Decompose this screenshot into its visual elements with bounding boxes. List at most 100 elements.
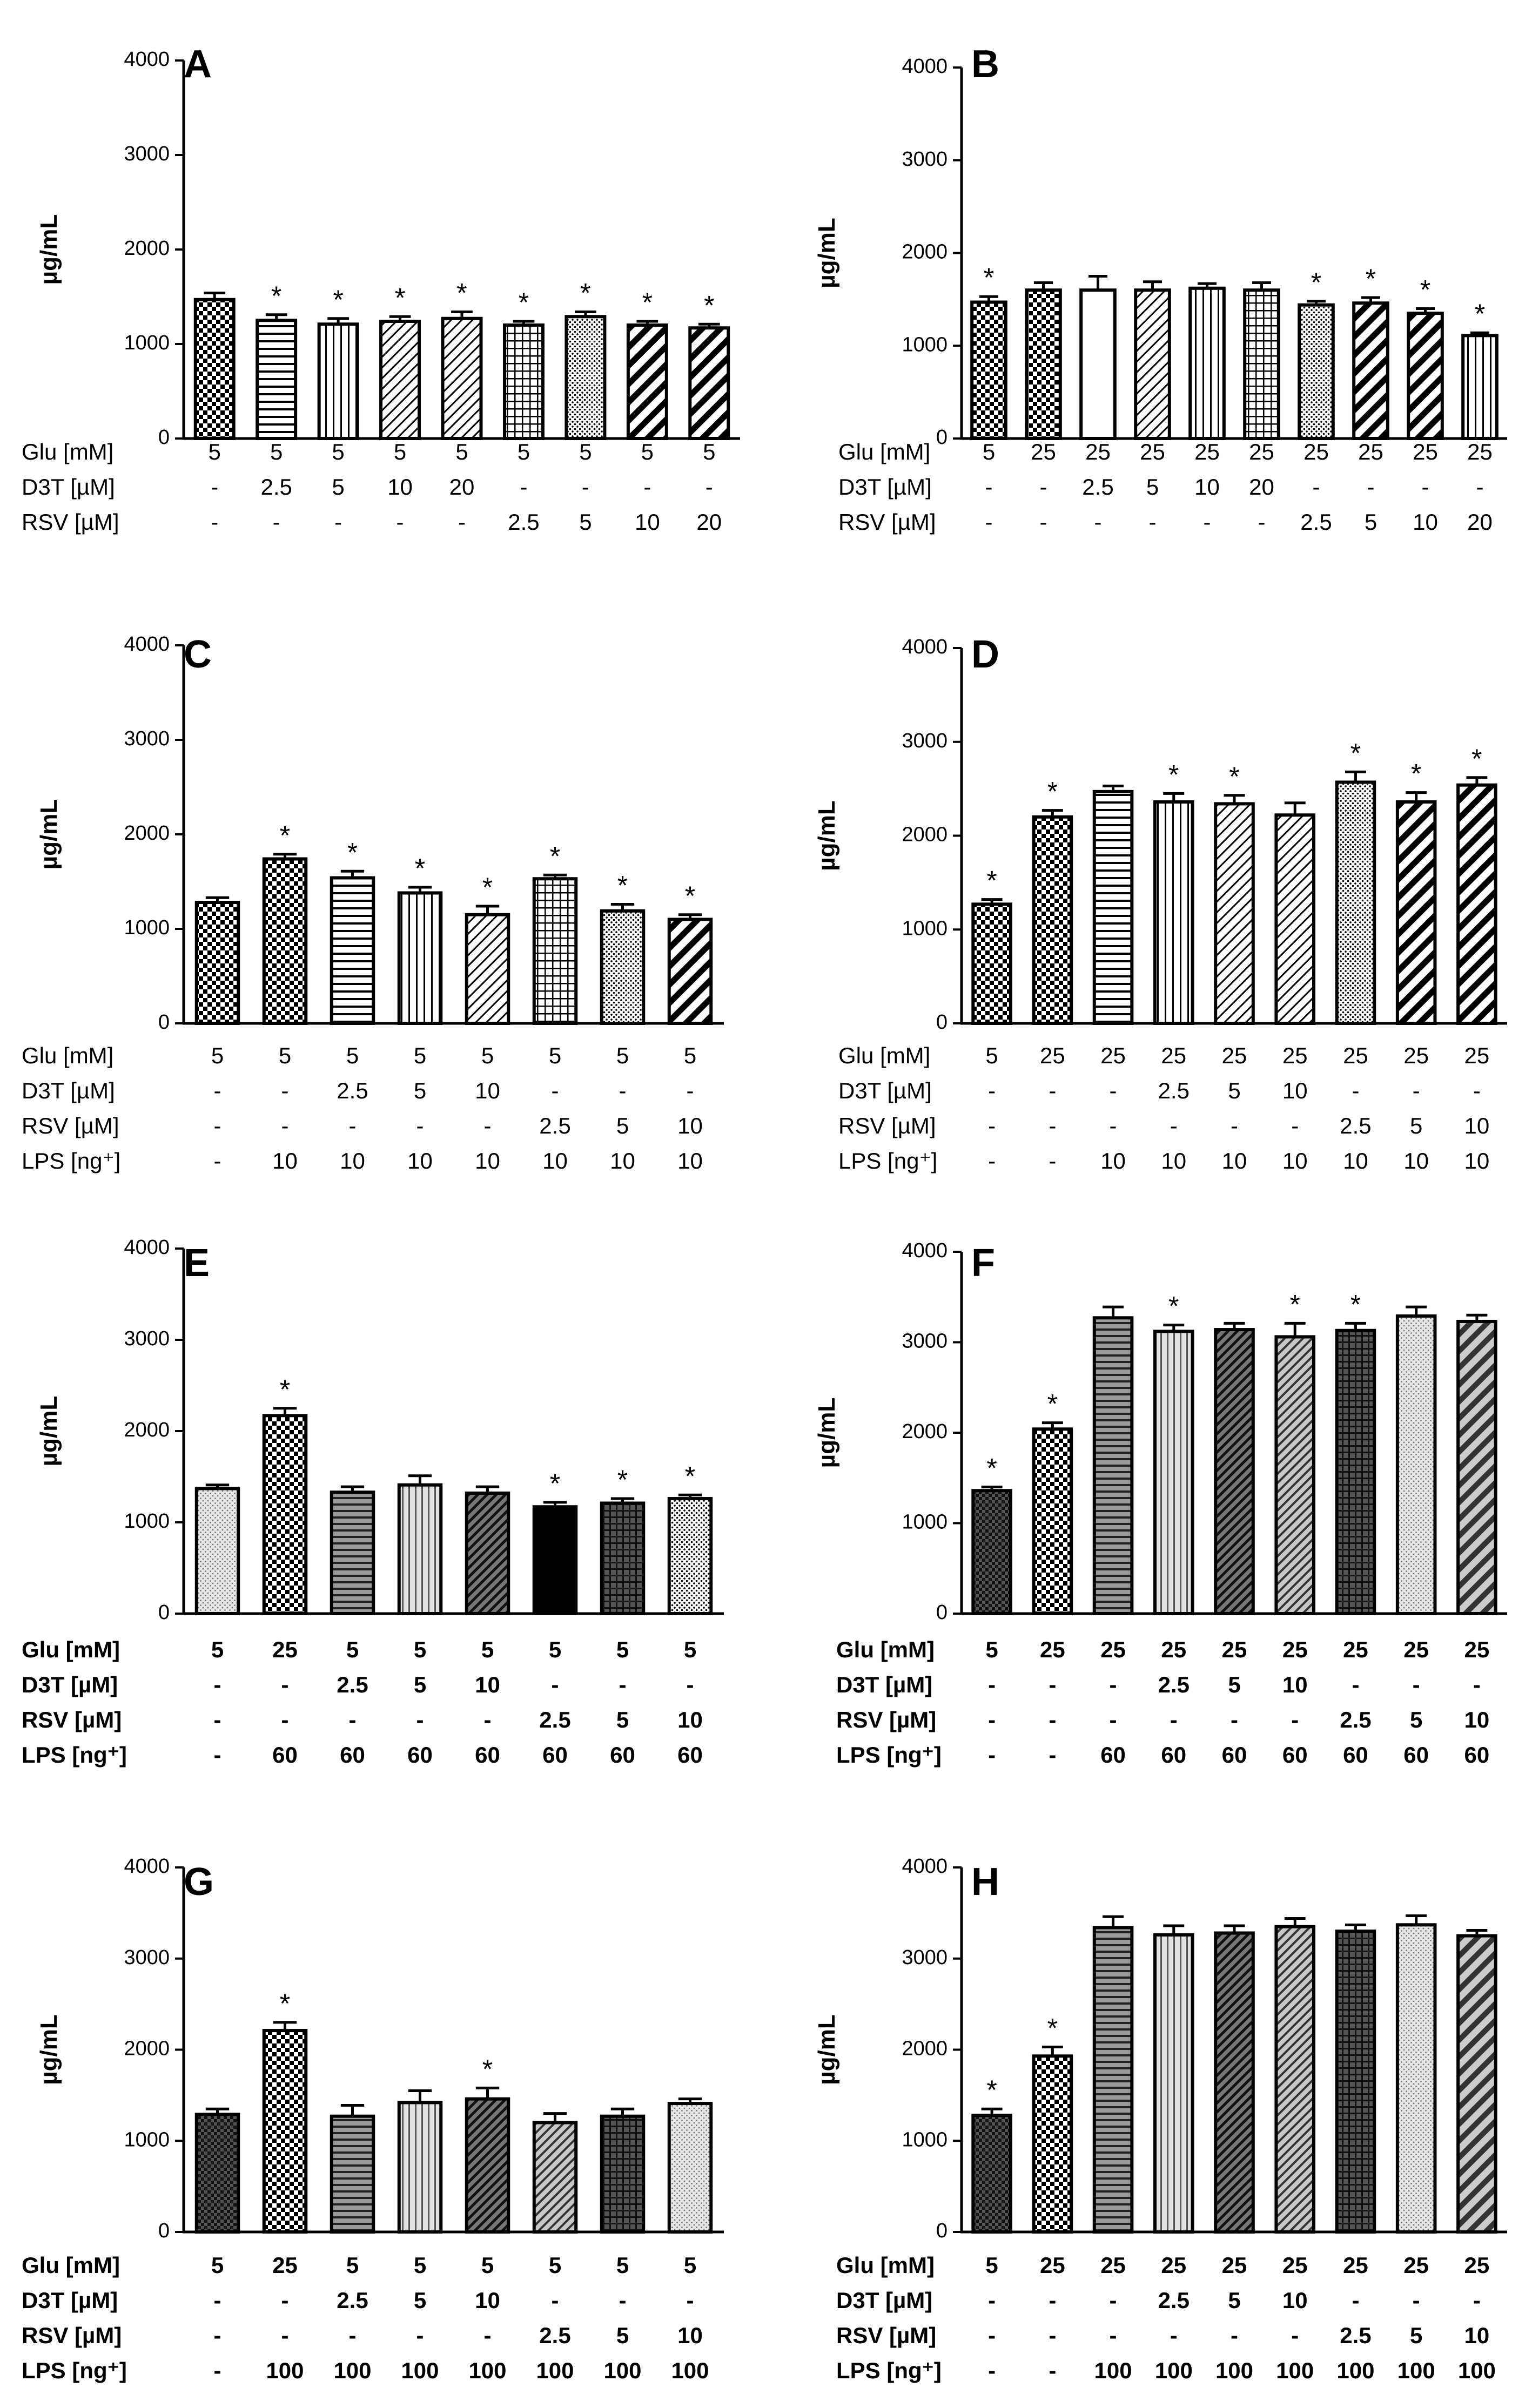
y-axis-label: µg/mL <box>814 2014 840 2085</box>
significance-marker: * <box>550 841 560 871</box>
table-cell: 5 <box>455 439 468 464</box>
table-row-label: Glu [mM] <box>22 1043 113 1068</box>
chart-panel-g: G 0 1000 2000 3000 4000 µg/mL 5 - - - * 25 - - 100 5 2.5 -… <box>22 1855 724 2383</box>
table-cell: 2.5 <box>539 2323 570 2348</box>
y-tick-label: 0 <box>936 2220 948 2242</box>
table-cell: 100 <box>468 2358 506 2383</box>
chart-panel-b: B 0 1000 2000 3000 4000 µg/mL * 5 - - 25 - - 25 2.5 - 25 5… <box>814 43 1507 535</box>
table-cell: - <box>397 509 404 535</box>
table-cell: 5 <box>549 2252 561 2278</box>
table-cell: 5 <box>332 439 344 464</box>
table-cell: - <box>1352 1672 1359 1697</box>
table-row-label: LPS [ng⁺] <box>838 1148 937 1173</box>
bar <box>1153 1933 1194 2234</box>
table-cell: - <box>1040 474 1047 500</box>
table-cell: 5 <box>616 1637 629 1662</box>
table-row-label: D3T [µM] <box>22 1672 118 1697</box>
bar <box>667 1497 713 1616</box>
table-cell: - <box>1049 1113 1056 1138</box>
chart-panel-e: E 0 1000 2000 3000 4000 µg/mL 5 - - - * 25 - - 60 5 2.5 - 6… <box>22 1236 724 1768</box>
table-cell: - <box>1049 2288 1056 2313</box>
y-tick-label: 3000 <box>902 1330 948 1353</box>
table-cell: 60 <box>677 1742 703 1768</box>
table-cell: 60 <box>1100 1742 1126 1768</box>
table-cell: 60 <box>1343 1742 1368 1768</box>
significance-marker: * <box>1168 759 1179 790</box>
y-tick-label: 0 <box>158 1011 170 1034</box>
table-cell: - <box>1040 509 1047 535</box>
table-cell: - <box>214 2288 221 2313</box>
table-cell: - <box>582 474 589 500</box>
table-cell: - <box>1367 474 1375 500</box>
table-cell: 60 <box>475 1742 500 1768</box>
table-cell: 2.5 <box>1340 2323 1371 2348</box>
y-axis-label: µg/mL <box>36 1396 62 1466</box>
table-cell: 10 <box>1161 1148 1186 1173</box>
bar <box>330 2114 375 2234</box>
table-cell: - <box>985 509 993 535</box>
table-cell: 10 <box>1282 2288 1308 2313</box>
table-cell: - <box>1110 1672 1117 1697</box>
table-cell: 25 <box>1249 439 1274 464</box>
table-cell: 5 <box>1410 1113 1422 1138</box>
significance-marker: * <box>280 820 290 851</box>
table-cell: 10 <box>1343 1148 1368 1173</box>
table-row-label: Glu [mM] <box>838 1043 930 1068</box>
table-row-label: LPS [ng⁺] <box>22 1742 127 1768</box>
significance-marker: * <box>984 262 994 293</box>
table-cell: - <box>988 1742 996 1768</box>
y-tick-label: 1000 <box>124 1510 170 1533</box>
table-cell: - <box>687 2288 694 2313</box>
significance-marker: * <box>1350 738 1361 768</box>
table-cell: 25 <box>1467 439 1493 464</box>
table-cell: 100 <box>603 2358 641 2383</box>
table-cell: 5 <box>518 439 530 464</box>
table-cell: 2.5 <box>508 509 539 535</box>
table-cell: - <box>349 1113 357 1138</box>
bar <box>1298 303 1335 440</box>
table-cell: 5 <box>985 1043 998 1068</box>
significance-marker: * <box>333 285 343 315</box>
bar <box>1214 1328 1255 1616</box>
table-cell: 25 <box>1464 1043 1490 1068</box>
table-cell: 60 <box>1464 1742 1490 1768</box>
table-cell: 5 <box>549 1637 561 1662</box>
significance-marker: * <box>617 871 628 901</box>
y-tick-label: 0 <box>936 1011 948 1034</box>
chart-panel-f: F 0 1000 2000 3000 4000 µg/mL * 5 - - - * 25 - - - 25 - - 60… <box>814 1239 1507 1768</box>
panel-letter: B <box>971 43 999 86</box>
table-cell: 25 <box>1464 2252 1490 2278</box>
table-cell: - <box>214 1707 221 1732</box>
table-row-label: RSV [µM] <box>836 2323 936 2348</box>
y-tick-label: 0 <box>936 1601 948 1624</box>
table-cell: 100 <box>1397 2358 1435 2383</box>
table-cell: 10 <box>340 1148 365 1173</box>
bar <box>1335 780 1376 1026</box>
table-cell: - <box>349 1707 357 1732</box>
significance-marker: * <box>280 1988 290 2019</box>
y-axis-label: µg/mL <box>36 214 62 285</box>
bar <box>1352 301 1389 440</box>
table-cell: 10 <box>1194 474 1220 500</box>
significance-marker: * <box>580 278 590 308</box>
table-cell: 10 <box>475 1672 500 1697</box>
bar <box>600 909 646 1025</box>
bar <box>397 2101 443 2234</box>
table-cell: 25 <box>1343 1637 1368 1662</box>
bar <box>600 2114 646 2234</box>
table-cell: - <box>1231 1707 1238 1732</box>
table-cell: 60 <box>610 1742 635 1768</box>
table-cell: 10 <box>1464 2323 1490 2348</box>
bar <box>1214 802 1255 1026</box>
y-tick-label: 1000 <box>124 332 170 354</box>
table-cell: 25 <box>1358 439 1383 464</box>
table-cell: - <box>1413 1078 1420 1103</box>
table-cell: - <box>214 1148 221 1173</box>
y-tick-label: 3000 <box>124 1946 170 1969</box>
significance-marker: * <box>617 1465 628 1495</box>
bar <box>1214 1931 1255 2234</box>
table-cell: - <box>1413 1672 1420 1697</box>
panel-letter: A <box>184 43 212 86</box>
table-cell: 100 <box>1336 2358 1374 2383</box>
table-cell: 2.5 <box>337 1672 368 1697</box>
